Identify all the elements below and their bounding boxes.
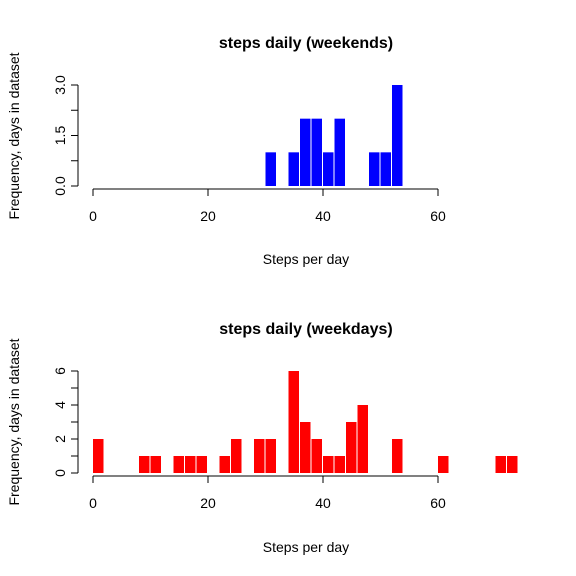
y-tick-label: 1.5 — [52, 126, 68, 146]
histogram-bar — [346, 422, 357, 473]
bars-group — [265, 85, 403, 186]
y-axis-label: Frequency, days in dataset — [6, 52, 22, 219]
histogram-bar — [288, 371, 299, 473]
histogram-bar — [438, 456, 449, 473]
histogram-bar — [495, 456, 506, 473]
x-tick-label: 20 — [200, 208, 216, 224]
histogram-bar — [139, 456, 150, 473]
histogram-bar — [334, 118, 345, 186]
histogram-bar — [288, 152, 299, 186]
weekday-histogram-panel: steps daily (weekdays) Steps per day Fre… — [6, 321, 518, 555]
x-tick-label: 20 — [200, 495, 216, 511]
y-tick-label: 4 — [52, 401, 68, 409]
histogram-bar — [380, 152, 391, 186]
x-axis: 0 20 40 60 — [89, 188, 446, 224]
histogram-bar — [392, 85, 403, 186]
y-tick-label: 0.0 — [52, 176, 68, 196]
x-tick-label: 60 — [430, 208, 446, 224]
histogram-bar — [369, 152, 380, 186]
histogram-bar — [323, 152, 334, 186]
histogram-bar — [265, 152, 276, 186]
chart-title: steps daily (weekends) — [219, 35, 393, 52]
histogram-bar — [265, 439, 276, 473]
histogram-bar — [254, 439, 265, 473]
x-tick-label: 0 — [89, 208, 97, 224]
histogram-bar — [196, 456, 207, 473]
histogram-bar — [185, 456, 196, 473]
y-axis: 0 2 4 6 — [52, 367, 79, 477]
y-tick-label: 3.0 — [52, 75, 68, 95]
x-tick-label: 0 — [89, 495, 97, 511]
histogram-bar — [93, 439, 104, 473]
histogram-bar — [300, 118, 311, 186]
x-axis-label: Steps per day — [263, 251, 349, 267]
histogram-bar — [311, 439, 322, 473]
chart-title: steps daily (weekdays) — [219, 321, 392, 338]
histogram-bar — [173, 456, 184, 473]
x-tick-label: 40 — [315, 208, 331, 224]
histogram-bar — [150, 456, 161, 473]
x-axis-label: Steps per day — [263, 539, 349, 555]
histogram-bar — [323, 456, 334, 473]
histogram-bar — [392, 439, 403, 473]
histogram-bar — [311, 118, 322, 186]
bars-group — [93, 371, 518, 473]
histogram-bar — [334, 456, 345, 473]
y-axis-label: Frequency, days in dataset — [6, 338, 22, 505]
y-tick-label: 2 — [52, 435, 68, 443]
histogram-bar — [507, 456, 518, 473]
histogram-bar — [300, 422, 311, 473]
histogram-bar — [219, 456, 230, 473]
x-tick-label: 40 — [315, 495, 331, 511]
weekend-histogram-panel: steps daily (weekends) Steps per day Fre… — [6, 35, 446, 267]
y-tick-label: 0 — [52, 469, 68, 477]
histogram-bar — [357, 405, 368, 473]
y-axis: 0.0 1.5 3.0 — [52, 75, 79, 196]
x-tick-label: 60 — [430, 495, 446, 511]
y-tick-label: 6 — [52, 367, 68, 375]
x-axis: 0 20 40 60 — [89, 475, 446, 511]
histogram-bar — [231, 439, 242, 473]
